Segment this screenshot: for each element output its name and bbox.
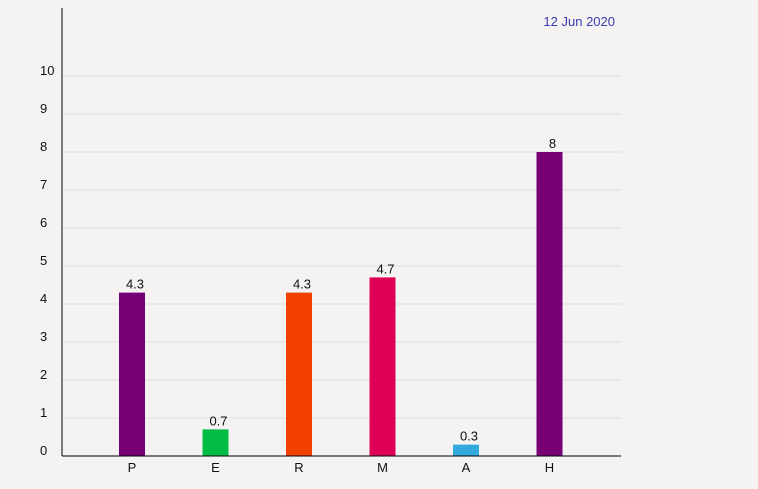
value-label: 4.7: [376, 261, 394, 276]
x-tick-label: P: [128, 460, 137, 475]
y-tick-labels: 0 1 2 3 4 5 6 7 8 9 10: [40, 63, 54, 458]
grid-lines: [62, 75, 621, 419]
y-tick-label: 8: [40, 139, 47, 154]
axes: [61, 8, 621, 457]
date-label: 12 Jun 2020: [543, 14, 615, 29]
x-tick-label: R: [294, 460, 303, 475]
bar-m: [369, 277, 396, 456]
y-tick-label: 7: [40, 177, 47, 192]
bar-r: [286, 292, 312, 456]
x-tick-label: H: [545, 460, 554, 475]
y-tick-label: 9: [40, 101, 47, 116]
y-tick-label: 10: [40, 63, 54, 78]
y-tick-label: 1: [40, 405, 47, 420]
x-tick-label: E: [211, 460, 220, 475]
bar-p: [119, 292, 145, 456]
y-tick-label: 3: [40, 329, 47, 344]
value-label: 4.3: [126, 277, 144, 292]
bars: [119, 152, 563, 456]
y-tick-label: 6: [40, 215, 47, 230]
value-label: 4.3: [293, 277, 311, 292]
y-tick-label: 2: [40, 367, 47, 382]
bar-a: [453, 444, 479, 456]
bar-h: [536, 152, 563, 456]
x-tick-label: A: [462, 460, 471, 475]
x-tick-label: M: [377, 460, 388, 475]
value-label: 0.3: [460, 429, 478, 444]
value-label: 8: [549, 136, 556, 151]
y-tick-label: 5: [40, 253, 47, 268]
bar-e: [202, 429, 229, 456]
value-labels: 4.3 0.7 4.3 4.7 0.3 8: [126, 136, 556, 444]
y-tick-label: 4: [40, 291, 47, 306]
y-tick-label: 0: [40, 443, 47, 458]
value-label: 0.7: [209, 413, 227, 428]
